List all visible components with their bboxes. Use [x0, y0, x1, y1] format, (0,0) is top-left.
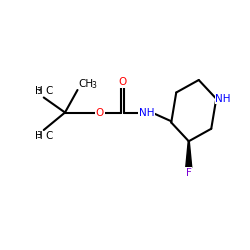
Text: F: F	[186, 168, 192, 177]
Text: H: H	[35, 86, 42, 96]
Text: C: C	[45, 86, 52, 96]
Text: 3: 3	[30, 131, 42, 140]
Text: H: H	[35, 131, 42, 141]
Text: C: C	[45, 131, 52, 141]
Text: 3: 3	[30, 87, 42, 96]
Text: 3: 3	[91, 80, 96, 90]
Polygon shape	[186, 141, 192, 168]
Text: O: O	[96, 108, 104, 118]
Text: CH: CH	[79, 79, 94, 89]
Text: O: O	[118, 77, 127, 87]
Text: NH: NH	[216, 94, 231, 104]
Text: NH: NH	[138, 108, 154, 118]
